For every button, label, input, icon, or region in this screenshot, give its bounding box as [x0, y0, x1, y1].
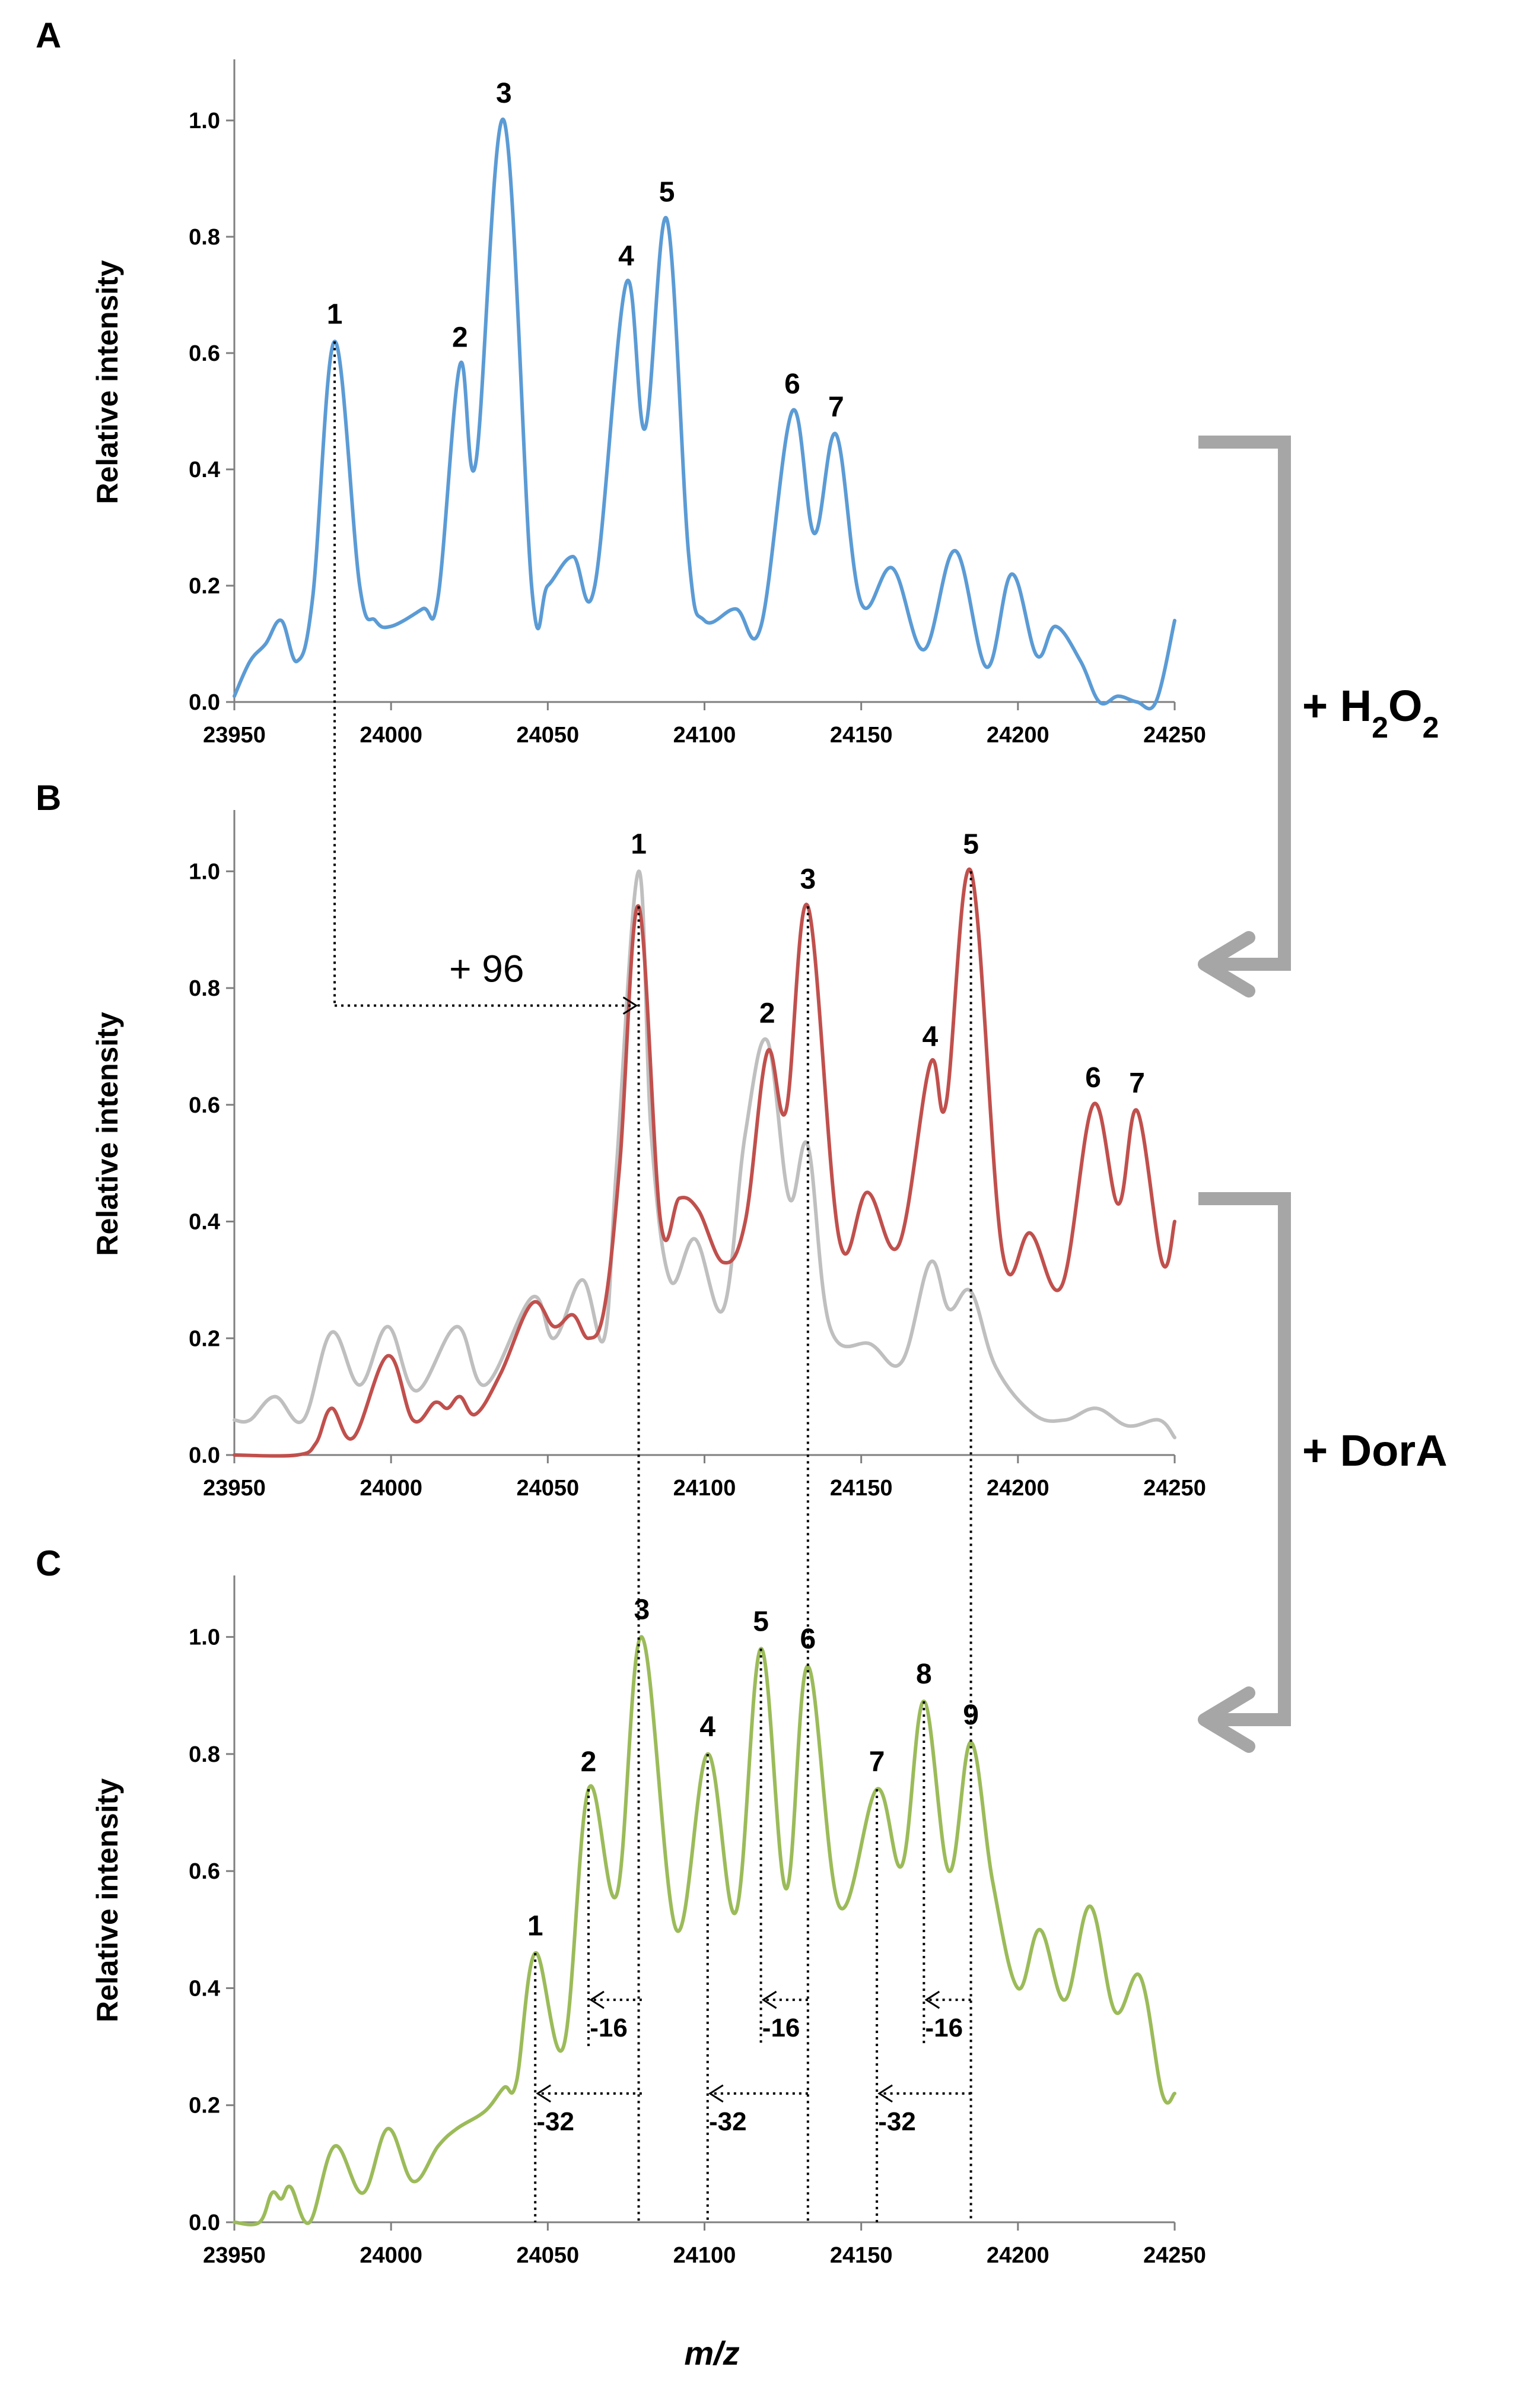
x-tick-label: 24000 [360, 2243, 422, 2268]
peak-label-6: 6 [784, 368, 800, 400]
label-h2o2: + H2O2 [1302, 681, 1439, 744]
x-tick-label: 24050 [516, 2243, 579, 2268]
shift-label: -16 [925, 2013, 963, 2042]
x-tick-label: 24100 [673, 2243, 736, 2268]
y-tick-label: 0.4 [189, 1210, 220, 1235]
y-tick-label: 0.0 [189, 690, 220, 715]
peak-label-7: 7 [869, 1746, 885, 1778]
x-tick-label: 23950 [203, 2243, 266, 2268]
y-tick-label: 0.6 [189, 1093, 220, 1118]
connector-lines: + 96 -16 -16 -16 -32 -32 -32 [333, 341, 972, 2222]
peak-label-6: 6 [1085, 1062, 1101, 1094]
shift-arrow-head [924, 1990, 940, 2009]
shift-label-96: + 96 [449, 948, 524, 990]
x-tick-label: 24200 [987, 723, 1049, 748]
y-tick-label: 1.0 [189, 1625, 220, 1650]
y-tick-label: 0.2 [189, 574, 220, 599]
y-tick-label: 0.6 [189, 1859, 220, 1884]
x-tick-label: 24250 [1143, 723, 1206, 748]
peak-label-3: 3 [800, 863, 816, 895]
y-axis-label-b: Relative intensity [91, 1012, 124, 1256]
x-tick-label: 24150 [830, 723, 893, 748]
bracket-dora [1198, 1192, 1291, 1753]
x-tick-label: 24150 [830, 1476, 893, 1501]
x-tick-label: 23950 [203, 1476, 266, 1501]
y-axis-label-a: Relative intensity [91, 260, 124, 504]
y-tick-label: 0.8 [189, 225, 220, 250]
peak-label-4: 4 [699, 1711, 715, 1743]
x-tick-label: 24050 [516, 723, 579, 748]
series-line-a-a [233, 117, 1176, 711]
x-tick-label: 24250 [1143, 1476, 1206, 1501]
y-tick-label: 0.4 [189, 458, 220, 482]
shift-arrow-head [536, 2084, 552, 2103]
peak-label-1: 1 [327, 298, 343, 330]
shift-arrow-head [589, 1990, 605, 2009]
peak-label-1: 1 [631, 828, 647, 860]
y-tick-label: 1.0 [189, 859, 220, 884]
bracket-h2o2 [1198, 436, 1291, 997]
series-line-c-c [233, 1635, 1176, 2226]
x-tick-label: 24100 [673, 1476, 736, 1501]
x-tick-label: 24100 [673, 723, 736, 748]
shift-label: -32 [878, 2107, 916, 2136]
panel-letter-b: B [36, 778, 61, 818]
x-tick-label: 23950 [203, 723, 266, 748]
y-tick-label: 0.8 [189, 976, 220, 1001]
x-tick-label: 24150 [830, 2243, 893, 2268]
panel-letter-a: A [36, 15, 61, 55]
x-tick-label: 24200 [987, 2243, 1049, 2268]
peak-label-2: 2 [759, 998, 775, 1030]
x-tick-label: 24050 [516, 1476, 579, 1501]
peak-label-4: 4 [923, 1021, 939, 1053]
series-line-b-gray [233, 869, 1176, 1440]
peak-label-2: 2 [452, 322, 468, 354]
peak-label-5: 5 [753, 1606, 769, 1637]
peak-label-1: 1 [527, 1910, 543, 1942]
shift-arrow-head [877, 2084, 893, 2103]
panel-letter-c: C [36, 1543, 61, 1583]
y-tick-label: 0.6 [189, 341, 220, 366]
series-line-b-red [233, 867, 1176, 1458]
x-tick-label: 24250 [1143, 2243, 1206, 2268]
peak-label-4: 4 [618, 240, 634, 272]
peak-label-2: 2 [581, 1746, 597, 1778]
x-tick-label: 24200 [987, 1476, 1049, 1501]
peak-label-5: 5 [963, 828, 979, 860]
peak-label-3: 3 [634, 1594, 650, 1626]
shift-arrow-head [708, 2084, 724, 2103]
shift-label: -32 [536, 2107, 574, 2136]
arrow-head-96 [622, 996, 638, 1015]
peak-label-3: 3 [496, 78, 512, 109]
y-tick-label: 0.0 [189, 1443, 220, 1468]
x-axis-label: m/z [684, 2334, 739, 2372]
x-tick-label: 24000 [360, 1476, 422, 1501]
y-tick-label: 0.2 [189, 2094, 220, 2118]
y-tick-label: 1.0 [189, 109, 220, 134]
shift-arrow-head [761, 1990, 777, 2009]
y-tick-label: 0.0 [189, 2210, 220, 2235]
y-axis-label-c: Relative intensity [91, 1778, 124, 2022]
label-dora: + DorA [1302, 1426, 1448, 1475]
shift-label: -16 [762, 2013, 800, 2042]
y-tick-label: 0.8 [189, 1742, 220, 1767]
y-tick-label: 0.2 [189, 1326, 220, 1351]
peak-label-8: 8 [916, 1659, 932, 1690]
shift-label: -16 [590, 2013, 628, 2042]
y-tick-label: 0.4 [189, 1976, 220, 2001]
peak-label-7: 7 [1129, 1068, 1145, 1100]
shift-label: -32 [709, 2107, 747, 2136]
peak-label-5: 5 [659, 177, 675, 208]
peak-label-7: 7 [828, 392, 844, 423]
x-tick-label: 24000 [360, 723, 422, 748]
